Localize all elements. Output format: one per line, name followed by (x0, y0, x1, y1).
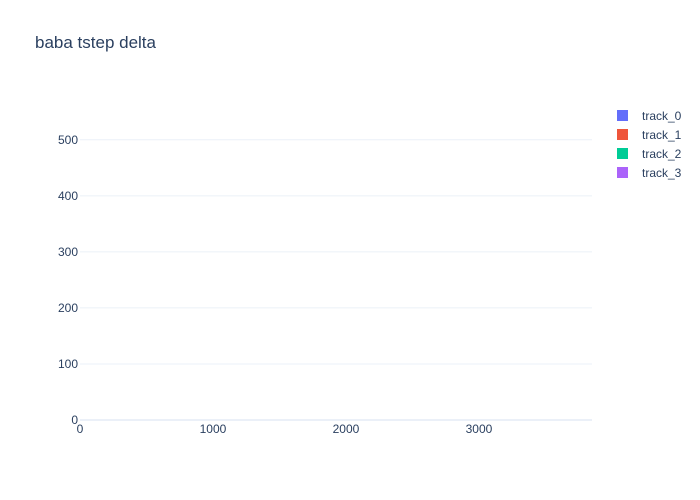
y-tick-label: 200 (58, 301, 78, 315)
legend-item-track-3[interactable]: track_3 (612, 163, 681, 182)
legend-label: track_2 (642, 146, 682, 161)
chart-title: baba tstep delta (35, 33, 156, 52)
x-tick-label: 0 (77, 422, 84, 436)
legend-item-track-0[interactable]: track_0 (612, 106, 681, 125)
y-tick-label: 500 (58, 133, 78, 147)
legend-swatch (617, 110, 628, 121)
x-axis-ticks: 0 1000 2000 3000 (77, 422, 493, 436)
x-tick-label: 3000 (466, 422, 493, 436)
legend-swatch (617, 167, 628, 178)
x-tick-label: 1000 (200, 422, 227, 436)
legend-item-track-1[interactable]: track_1 (612, 125, 681, 144)
legend: track_0 track_1 track_2 track_3 (612, 106, 681, 182)
y-tick-label: 300 (58, 245, 78, 259)
y-axis-ticks: 0 100 200 300 400 500 (58, 133, 78, 427)
y-tick-label: 400 (58, 189, 78, 203)
legend-swatch (617, 129, 628, 140)
legend-swatch (617, 148, 628, 159)
legend-label: track_3 (642, 165, 682, 180)
gridlines (80, 139, 592, 365)
y-tick-label: 0 (71, 413, 78, 427)
y-tick-label: 100 (58, 357, 78, 371)
legend-label: track_0 (642, 108, 682, 123)
x-tick-label: 2000 (333, 422, 360, 436)
legend-label: track_1 (642, 127, 682, 142)
legend-item-track-2[interactable]: track_2 (612, 144, 681, 163)
